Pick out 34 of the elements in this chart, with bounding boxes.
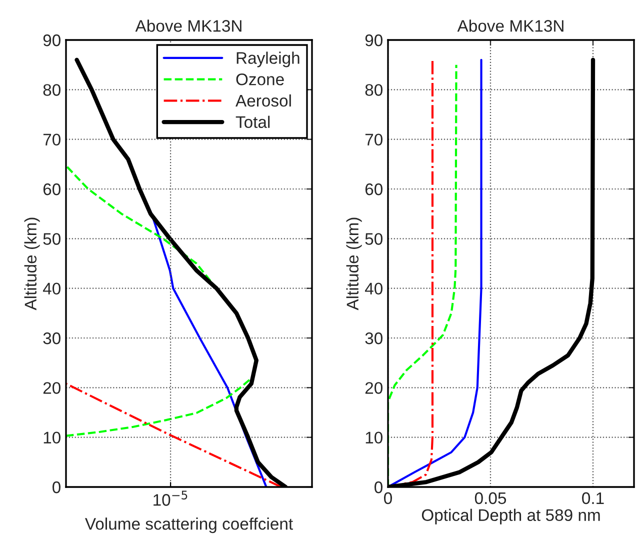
y-tick-label: 60 bbox=[43, 183, 60, 196]
y-tick-label: 0 bbox=[374, 481, 382, 494]
y-tick-label: 50 bbox=[365, 233, 382, 245]
y-tick-label: 40 bbox=[42, 282, 60, 295]
y-tick-label: 20 bbox=[365, 382, 382, 394]
y-tick-label: 10 bbox=[44, 432, 60, 444]
y-tick-label: 30 bbox=[365, 332, 382, 344]
y-tick-label: 70 bbox=[43, 134, 60, 146]
y-tick-label: 90 bbox=[365, 34, 382, 46]
y-axis-title: Altitude (km) bbox=[346, 218, 362, 310]
x-axis-title: Optical Depth at 589 nm bbox=[422, 508, 600, 524]
legend-label: Ozone bbox=[236, 73, 284, 86]
y-tick-label: 80 bbox=[43, 84, 60, 96]
x-tick-label: 0.1 bbox=[582, 492, 604, 504]
y-tick-label: 70 bbox=[365, 134, 382, 146]
y-tick-label: 80 bbox=[365, 84, 382, 96]
y-tick-label: 20 bbox=[43, 382, 60, 394]
y-tick-label: 10 bbox=[366, 432, 382, 444]
y-tick-label: 40 bbox=[364, 282, 382, 295]
annotation: 10$^{−5}$ bbox=[154, 490, 188, 506]
x-tick-label: 0 bbox=[384, 492, 392, 504]
chart-title: Above MK13N bbox=[135, 20, 242, 32]
x-tick-label: 0.05 bbox=[474, 492, 506, 504]
x-axis-title: Volume scattering coeffcient bbox=[85, 518, 293, 534]
legend-label: Rayleigh bbox=[236, 52, 300, 68]
y-tick-label: 90 bbox=[43, 34, 60, 46]
y-axis-title: Altitude (km) bbox=[24, 218, 40, 310]
y-tick-label: 50 bbox=[43, 233, 60, 245]
y-tick-label: 0 bbox=[52, 481, 60, 494]
y-tick-label: 30 bbox=[43, 332, 60, 344]
legend-label: Total bbox=[236, 116, 270, 128]
legend-label: Aerosol bbox=[236, 94, 291, 107]
y-tick-label: 60 bbox=[365, 183, 382, 196]
chart-title: Above MK13N bbox=[457, 20, 564, 32]
